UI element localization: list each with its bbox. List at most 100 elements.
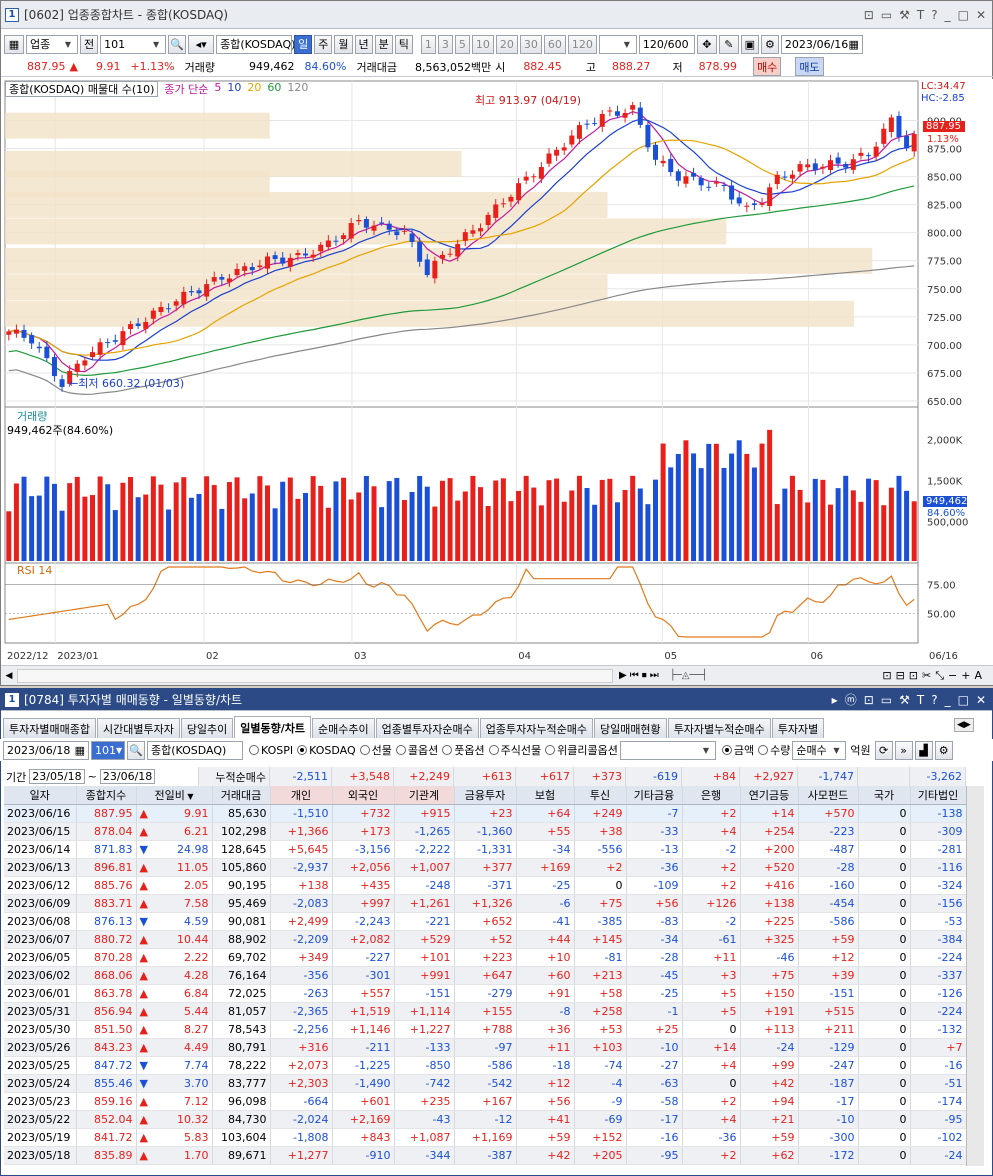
- search-icon[interactable]: 🔍: [168, 34, 187, 54]
- flow-code-input[interactable]: 101 ▼: [91, 740, 125, 760]
- table-row[interactable]: 2023/05/18 835.89 ▲ 1.70 89,671 +1,277 -910 -34…: [4, 1146, 967, 1165]
- range-to[interactable]: 23/06/18: [99, 769, 156, 784]
- tab-6[interactable]: 업종투자자누적순매수: [479, 718, 593, 738]
- col-header-3[interactable]: 거래대금: [212, 786, 271, 805]
- col-header-8[interactable]: 보험: [516, 786, 575, 805]
- table-row[interactable]: 2023/05/31 856.94 ▲ 5.44 81,057 -2,365 +1,519 +…: [4, 1002, 967, 1021]
- minimize-icon[interactable]: _: [944, 692, 951, 707]
- arrow-icon[interactable]: ▸: [831, 692, 838, 707]
- table-row[interactable]: 2023/06/07 880.72 ▲ 10.44 88,902 -2,209 +2,082…: [4, 930, 967, 949]
- table-row[interactable]: 2023/06/13 896.81 ▲ 11.05 105,860 -2,937 +2,05…: [4, 858, 967, 877]
- table-row[interactable]: 2023/06/09 883.71 ▲ 7.58 95,469 -2,083 +997 +1,…: [4, 894, 967, 913]
- link-icon[interactable]: ⊡: [863, 7, 874, 22]
- tab-1[interactable]: 시간대별투자자: [96, 718, 180, 738]
- col-header-0[interactable]: 일자: [4, 786, 77, 805]
- stock-chart[interactable]: 900.00875.00850.00825.00800.00775.00750.…: [1, 79, 993, 665]
- tab-8[interactable]: 투자자별누적순매수: [667, 718, 771, 738]
- interval-3[interactable]: 3: [437, 34, 453, 54]
- col-header-10[interactable]: 기타금융: [626, 786, 683, 805]
- interval-5[interactable]: 5: [454, 34, 470, 54]
- minimize-icon[interactable]: _: [944, 7, 951, 22]
- draw-icon[interactable]: ✎: [718, 34, 739, 54]
- col-header-6[interactable]: 기관계: [394, 786, 455, 805]
- interval-120[interactable]: 120: [567, 34, 597, 54]
- table-row[interactable]: 2023/06/12 885.76 ▲ 2.05 90,195 +138 +435 -248-…: [4, 876, 967, 895]
- tool-icon[interactable]: ⚒: [899, 7, 910, 22]
- table-row[interactable]: 2023/06/08 876.13 ▼ 4.59 90,081 +2,499 -2,243-…: [4, 912, 967, 931]
- col-header-11[interactable]: 은행: [682, 786, 741, 805]
- zoom-buttons-icon[interactable]: ⊡⊟⊡✂⤡−+A: [882, 668, 986, 682]
- all-button[interactable]: 전: [80, 34, 99, 54]
- market-radio-3[interactable]: 콜옵션: [392, 742, 438, 758]
- table-row[interactable]: 2023/06/16 887.95 ▲ 9.91 85,630 -1,510 +732 +91…: [4, 804, 967, 823]
- table-row[interactable]: 2023/06/01 863.78 ▲ 6.84 72,025 -263 +557 -151-…: [4, 984, 967, 1003]
- table-row[interactable]: 2023/05/26 843.23 ▲ 4.49 80,791 +316 -211 -133-…: [4, 1038, 967, 1057]
- col-header-2[interactable]: 전일비 ▼: [136, 786, 213, 805]
- period-year[interactable]: 년: [354, 34, 373, 54]
- tab-4[interactable]: 순매수추이: [312, 718, 375, 738]
- tab-3[interactable]: 일별동향/차트: [234, 716, 312, 738]
- tool-icon[interactable]: ⚒: [899, 692, 910, 707]
- col-header-14[interactable]: 국가: [858, 786, 911, 805]
- unit-radio-0[interactable]: 금액: [718, 742, 754, 758]
- interval-30[interactable]: 30: [519, 34, 542, 54]
- table-row[interactable]: 2023/05/19 841.72 ▲ 5.83 103,604 -1,808 +843 +1…: [4, 1128, 967, 1147]
- tab-7[interactable]: 당일매매현황: [593, 718, 667, 738]
- chart-toggle-icon[interactable]: ▟: [914, 740, 933, 760]
- interval-select[interactable]: ▼: [598, 34, 637, 54]
- help-icon[interactable]: ?: [931, 692, 938, 707]
- legend-main[interactable]: 종합(KOSDAQ) 매물대 수(10): [5, 81, 159, 97]
- maximize-icon[interactable]: □: [957, 7, 969, 22]
- speaker-icon[interactable]: ◂▾: [188, 34, 215, 54]
- mode-select[interactable]: 순매수 ▼: [792, 740, 847, 760]
- market-radio-6[interactable]: 위클리콜옵션: [541, 742, 618, 758]
- col-header-1[interactable]: 종합지수: [76, 786, 137, 805]
- text-t-icon[interactable]: T: [916, 692, 925, 707]
- period-minute[interactable]: 분: [374, 34, 393, 54]
- refresh-icon[interactable]: ⟳: [874, 740, 893, 760]
- screen-icon[interactable]: ▭: [880, 7, 893, 22]
- table-row[interactable]: 2023/06/05 870.28 ▲ 2.22 69,702 +349 -227 +101 +…: [4, 948, 967, 967]
- range-from[interactable]: 23/05/18: [29, 769, 85, 784]
- close-icon[interactable]: ✕: [975, 692, 986, 707]
- unit-radio-1[interactable]: 수량: [754, 742, 790, 758]
- market-radio-0[interactable]: KOSPI: [245, 744, 293, 757]
- buy-button[interactable]: 매수: [753, 57, 782, 76]
- table-row[interactable]: 2023/05/30 851.50 ▲ 8.27 78,543 -2,256 +1,146 +…: [4, 1020, 967, 1039]
- period-tick[interactable]: 틱: [394, 34, 413, 54]
- table-row[interactable]: 2023/05/24 855.46 ▼ 3.70 83,777 +2,303 -1,490-…: [4, 1074, 967, 1093]
- table-row[interactable]: 2023/05/23 859.16 ▲ 7.12 96,098 -664 +601 +235 +…: [4, 1092, 967, 1111]
- close-icon[interactable]: ✕: [975, 7, 986, 22]
- sell-button[interactable]: 매도: [795, 57, 824, 76]
- col-header-4[interactable]: 개인: [270, 786, 333, 805]
- maximize-icon[interactable]: □: [957, 692, 969, 707]
- link-icon[interactable]: ⊡: [863, 692, 874, 707]
- period-week[interactable]: 주: [314, 34, 333, 54]
- table-row[interactable]: 2023/05/25 847.72 ▼ 7.74 78,222 +2,073 -1,225-…: [4, 1056, 967, 1075]
- next-icon[interactable]: »: [894, 740, 913, 760]
- period-day[interactable]: 일: [294, 34, 313, 54]
- gear-icon[interactable]: ⚙: [934, 740, 953, 760]
- playback-controls-icon[interactable]: ▶⏮⏹⏭: [619, 670, 662, 681]
- tab-2[interactable]: 당일추이: [180, 718, 234, 738]
- date-input[interactable]: 2023/06/16 ▦: [780, 34, 863, 54]
- screen-icon[interactable]: ▭: [880, 692, 893, 707]
- col-header-7[interactable]: 금융투자: [454, 786, 517, 805]
- table-scrollbar[interactable]: [966, 786, 984, 1166]
- chart-scrollbar[interactable]: [17, 668, 613, 683]
- chart-area[interactable]: 900.00875.00850.00825.00800.00775.00750.…: [1, 79, 993, 665]
- interval-1[interactable]: 1: [420, 34, 436, 54]
- zoom-slider[interactable]: ├─◬──┤: [669, 670, 708, 681]
- table-row[interactable]: 2023/06/14 871.83 ▼ 24.98 128,645 +5,645 -3,15…: [4, 840, 967, 859]
- market-radio-2[interactable]: 선물: [356, 742, 392, 758]
- interval-20[interactable]: 20: [495, 34, 518, 54]
- scroll-left-icon[interactable]: ◀: [5, 670, 13, 681]
- col-header-15[interactable]: 기타법인: [910, 786, 967, 805]
- text-t-icon[interactable]: T: [916, 7, 925, 22]
- market-radio-5[interactable]: 주식선물: [485, 742, 541, 758]
- table-row[interactable]: 2023/05/22 852.04 ▲ 10.32 84,730 -2,024 +2,169…: [4, 1110, 967, 1129]
- table-row[interactable]: 2023/06/02 868.06 ▲ 4.28 76,164 -356 -301 +991 +…: [4, 966, 967, 985]
- tab-5[interactable]: 업종별투자자순매수: [375, 718, 479, 738]
- help-icon[interactable]: ?: [931, 7, 938, 22]
- col-header-13[interactable]: 사모펀드: [798, 786, 859, 805]
